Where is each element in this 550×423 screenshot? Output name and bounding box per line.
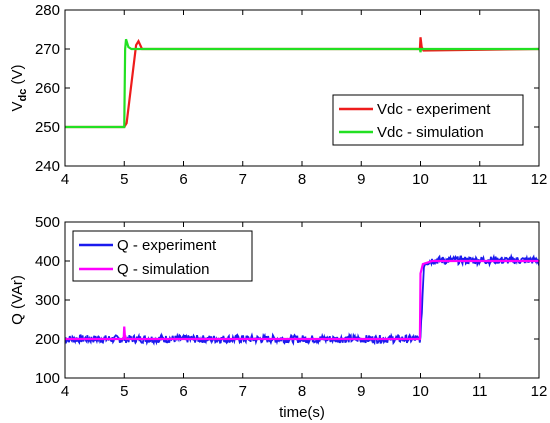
vdc-series-vdc-simulation-line bbox=[65, 38, 539, 129]
q-x-tick-label: 12 bbox=[531, 383, 548, 400]
vdc-x-tick-label: 10 bbox=[412, 171, 429, 188]
q-x-tick-label: 4 bbox=[61, 383, 69, 400]
vdc-x-tick-label: 12 bbox=[531, 171, 548, 188]
q-series-q-simulation-line bbox=[65, 259, 539, 341]
vdc-y-tick-label: 270 bbox=[35, 41, 60, 58]
q-legend-label-simulation: Q - simulation bbox=[117, 261, 210, 278]
vdc-series bbox=[65, 37, 540, 129]
q-x-tick-label: 6 bbox=[179, 383, 187, 400]
q-y-tick-label: 300 bbox=[35, 292, 60, 309]
q-legend: Q - experiment Q - simulation bbox=[72, 230, 253, 282]
vdc-y-tick-label: 280 bbox=[35, 2, 60, 19]
vdc-ticks: 4 5 6 7 8 9 10 11 12 240 250 260 270 280 bbox=[35, 2, 547, 188]
vdc-y-axis-label-sub: dc bbox=[17, 89, 29, 102]
q-ticks: 4 5 6 7 8 9 10 11 12 100 200 300 400 500 bbox=[35, 214, 547, 400]
q-series bbox=[64, 253, 540, 346]
q-y-tick-label: 100 bbox=[35, 370, 60, 387]
q-chart: 4 5 6 7 8 9 10 11 12 100 200 300 400 500 Q (VAr) time… bbox=[9, 214, 547, 421]
vdc-y-axis-label-unit: (V) bbox=[9, 64, 26, 88]
vdc-plot-frame bbox=[64, 9, 540, 167]
vdc-y-tick-label: 240 bbox=[35, 158, 60, 175]
q-y-axis-label: Q (VAr) bbox=[9, 275, 26, 325]
q-y-tick-label: 400 bbox=[35, 253, 60, 270]
q-y-tick-label: 500 bbox=[35, 214, 60, 231]
q-plot-frame bbox=[64, 221, 540, 379]
q-legend-box bbox=[72, 230, 253, 282]
vdc-x-tick-label: 6 bbox=[179, 171, 187, 188]
q-x-axis-label: time(s) bbox=[279, 404, 325, 421]
vdc-y-axis-label-main: V bbox=[9, 102, 26, 112]
q-x-tick-label: 9 bbox=[357, 383, 365, 400]
q-legend-label-experiment: Q - experiment bbox=[117, 237, 217, 254]
q-x-tick-label: 5 bbox=[120, 383, 128, 400]
vdc-legend-label-simulation: Vdc - simulation bbox=[377, 124, 484, 141]
q-y-tick-label: 200 bbox=[35, 331, 60, 348]
q-series-q-experiment-trace bbox=[64, 253, 540, 346]
vdc-x-tick-label: 5 bbox=[120, 171, 128, 188]
q-x-tick-label: 10 bbox=[412, 383, 429, 400]
q-x-tick-label: 11 bbox=[472, 383, 488, 400]
q-x-tick-label: 8 bbox=[298, 383, 306, 400]
vdc-legend: Vdc - experiment Vdc - simulation bbox=[332, 94, 524, 146]
vdc-x-tick-label: 8 bbox=[298, 171, 306, 188]
vdc-y-tick-label: 250 bbox=[35, 119, 60, 136]
vdc-x-tick-label: 7 bbox=[239, 171, 247, 188]
vdc-y-tick-label: 260 bbox=[35, 80, 60, 97]
vdc-legend-box bbox=[332, 94, 524, 146]
vdc-y-axis-label: Vdc (V) bbox=[9, 64, 29, 111]
vdc-x-tick-label: 11 bbox=[472, 171, 488, 188]
vdc-legend-label-experiment: Vdc - experiment bbox=[377, 101, 491, 118]
vdc-x-tick-label: 9 bbox=[357, 171, 365, 188]
vdc-x-tick-label: 4 bbox=[61, 171, 69, 188]
vdc-chart: 4 5 6 7 8 9 10 11 12 240 250 260 270 280 Vdc (V) Vdc … bbox=[9, 2, 547, 188]
q-x-tick-label: 7 bbox=[239, 383, 247, 400]
